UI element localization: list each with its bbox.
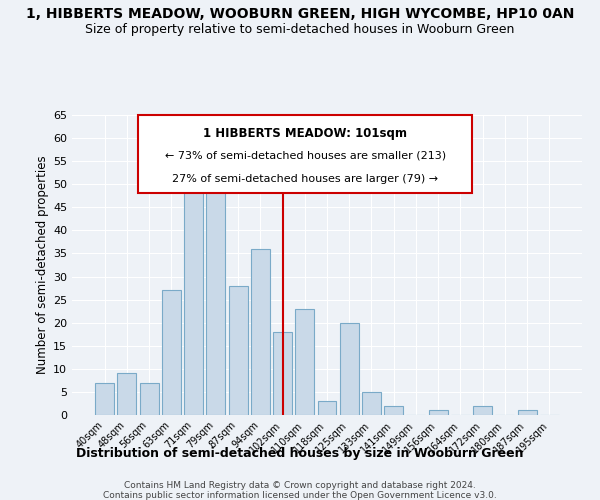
Text: Distribution of semi-detached houses by size in Wooburn Green: Distribution of semi-detached houses by … [76,448,524,460]
Bar [362,392,381,415]
Text: Contains public sector information licensed under the Open Government Licence v3: Contains public sector information licen… [103,491,497,500]
Bar [229,286,248,415]
Bar [317,401,337,415]
Text: 1, HIBBERTS MEADOW, WOOBURN GREEN, HIGH WYCOMBE, HP10 0AN: 1, HIBBERTS MEADOW, WOOBURN GREEN, HIGH … [26,8,574,22]
Bar [473,406,492,415]
Text: 27% of semi-detached houses are larger (79) →: 27% of semi-detached houses are larger (… [172,174,439,184]
Text: 1 HIBBERTS MEADOW: 101sqm: 1 HIBBERTS MEADOW: 101sqm [203,127,407,140]
Bar [429,410,448,415]
Bar [340,322,359,415]
Text: ← 73% of semi-detached houses are smaller (213): ← 73% of semi-detached houses are smalle… [165,150,446,160]
Bar [206,180,225,415]
Text: Size of property relative to semi-detached houses in Wooburn Green: Size of property relative to semi-detach… [85,22,515,36]
Bar [251,249,270,415]
Bar [184,180,203,415]
Text: Contains HM Land Registry data © Crown copyright and database right 2024.: Contains HM Land Registry data © Crown c… [124,481,476,490]
Y-axis label: Number of semi-detached properties: Number of semi-detached properties [36,156,49,374]
Bar [140,382,158,415]
Bar [384,406,403,415]
Bar [518,410,536,415]
Bar [95,382,114,415]
Bar [273,332,292,415]
Bar [162,290,181,415]
FancyBboxPatch shape [139,115,472,193]
Bar [118,374,136,415]
Bar [295,309,314,415]
